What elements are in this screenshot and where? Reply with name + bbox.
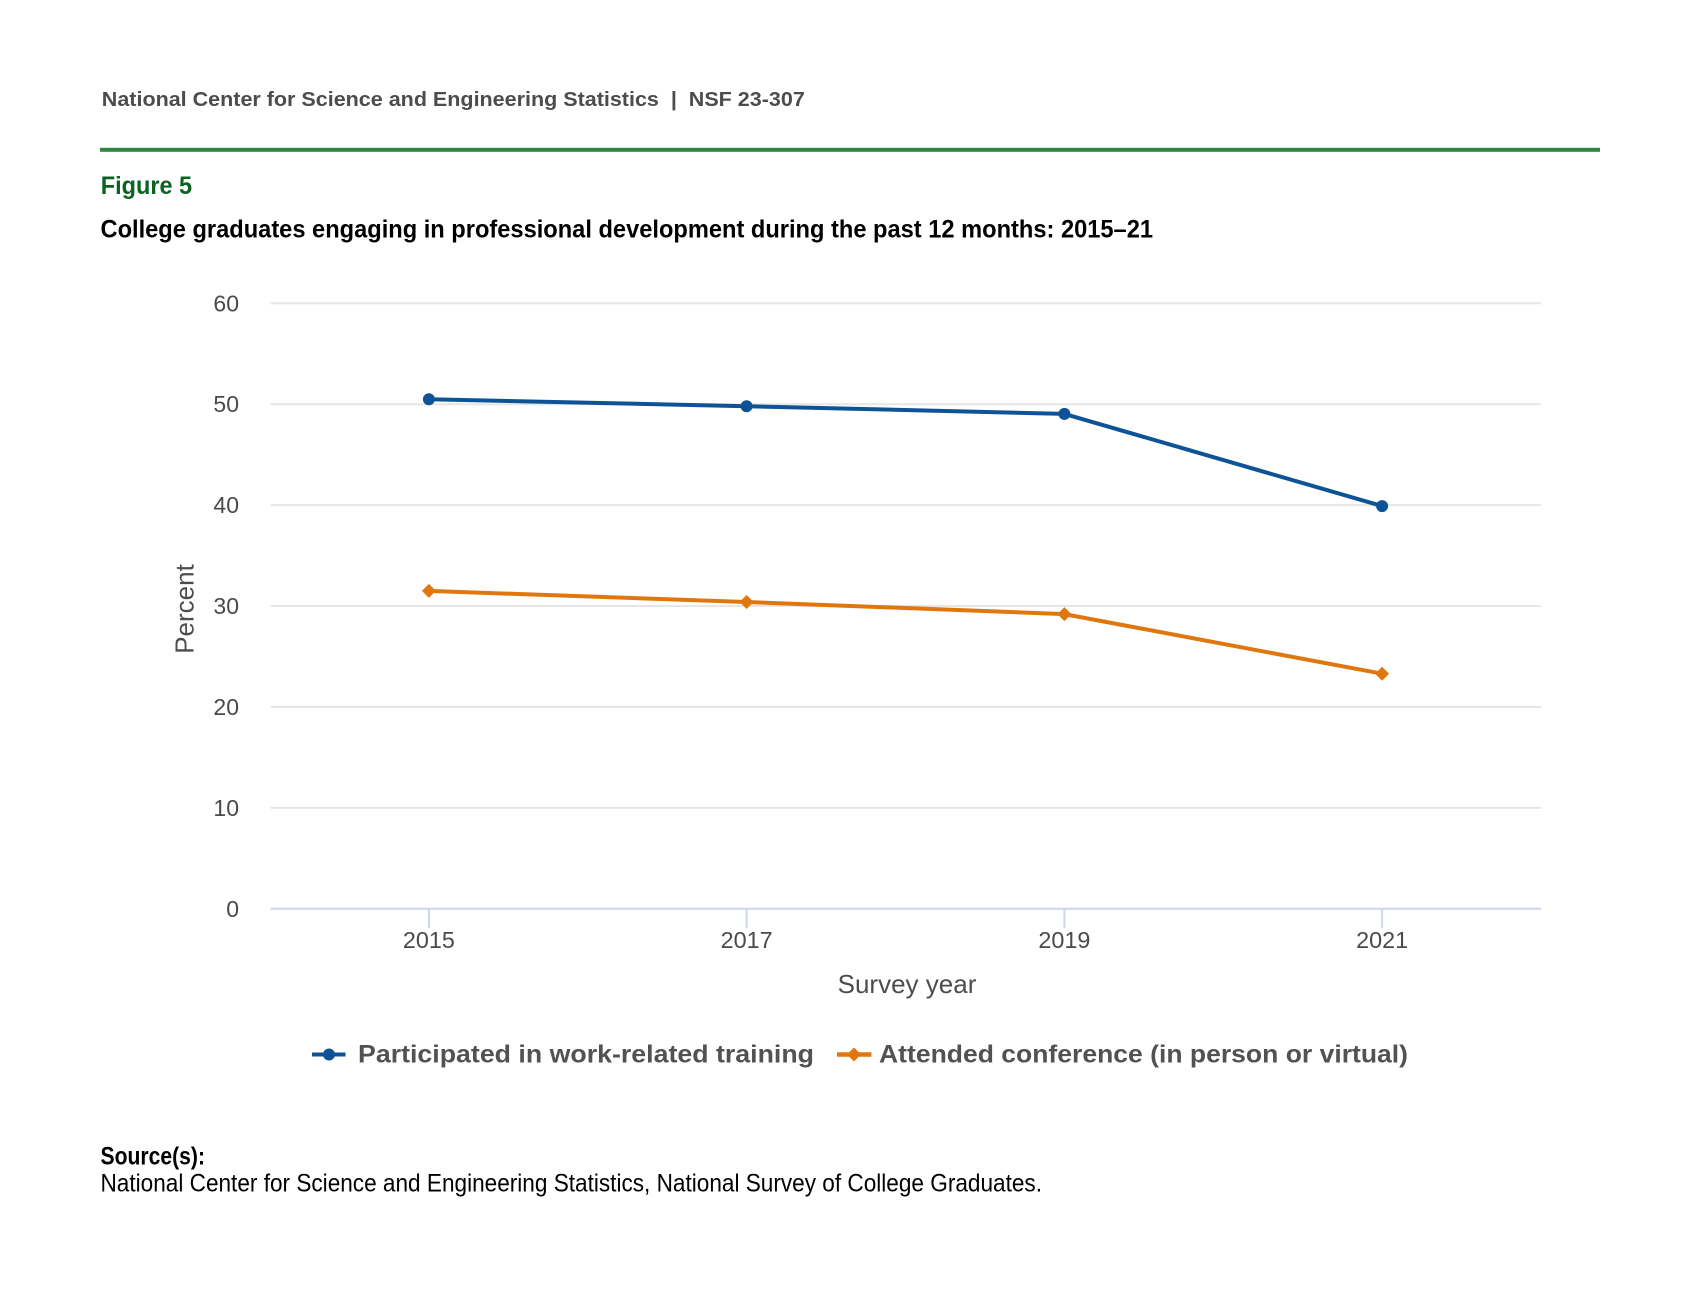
svg-text:50: 50 <box>213 391 239 417</box>
svg-text:40: 40 <box>213 492 239 518</box>
svg-text:College graduates engaging in: College graduates engaging in profession… <box>101 216 1154 244</box>
svg-text:National Center for Science an: National Center for Science and Engineer… <box>102 89 805 111</box>
svg-text:30: 30 <box>213 593 239 619</box>
svg-text:2019: 2019 <box>1038 927 1090 953</box>
svg-text:Survey year: Survey year <box>838 969 977 999</box>
svg-text:Attended conference (in person: Attended conference (in person or virtua… <box>879 1041 1408 1069</box>
svg-text:National Center for Science an: National Center for Science and Engineer… <box>101 1169 1043 1197</box>
svg-text:Participated in work-related t: Participated in work-related training <box>358 1041 814 1069</box>
svg-text:2021: 2021 <box>1356 927 1408 953</box>
svg-text:60: 60 <box>213 290 239 316</box>
svg-text:0: 0 <box>226 896 239 922</box>
svg-text:Source(s):: Source(s): <box>101 1142 206 1170</box>
svg-text:2015: 2015 <box>403 927 455 953</box>
svg-text:Figure 5: Figure 5 <box>101 172 192 200</box>
svg-text:10: 10 <box>213 795 239 821</box>
svg-text:20: 20 <box>213 694 239 720</box>
svg-text:Percent: Percent <box>170 563 200 653</box>
svg-text:2017: 2017 <box>721 927 773 953</box>
